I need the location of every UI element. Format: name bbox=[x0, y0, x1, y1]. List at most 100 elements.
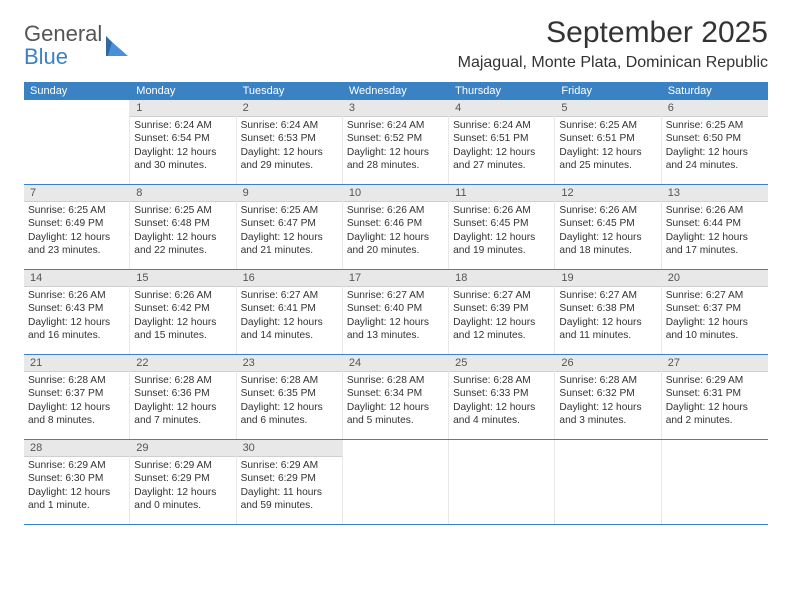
day-line: Sunset: 6:33 PM bbox=[453, 387, 550, 400]
day-line: Sunset: 6:32 PM bbox=[559, 387, 656, 400]
day-line: Sunset: 6:38 PM bbox=[559, 302, 656, 315]
day-number: 20 bbox=[662, 270, 768, 287]
day-content: Sunrise: 6:26 AMSunset: 6:42 PMDaylight:… bbox=[130, 287, 235, 344]
day-line: Sunrise: 6:24 AM bbox=[134, 119, 231, 132]
weekday-header: Thursday bbox=[449, 82, 555, 100]
day-line: and 0 minutes. bbox=[134, 499, 231, 512]
day-content: Sunrise: 6:29 AMSunset: 6:30 PMDaylight:… bbox=[24, 457, 129, 514]
day-line: and 12 minutes. bbox=[453, 329, 550, 342]
weekday-header: Wednesday bbox=[343, 82, 449, 100]
day-number: 9 bbox=[237, 185, 342, 202]
day-line: Sunset: 6:42 PM bbox=[134, 302, 231, 315]
day-line: Sunset: 6:47 PM bbox=[241, 217, 338, 230]
day-number: 22 bbox=[130, 355, 235, 372]
day-line: Sunrise: 6:27 AM bbox=[241, 289, 338, 302]
day-cell bbox=[662, 440, 768, 524]
day-number: 25 bbox=[449, 355, 554, 372]
day-content: Sunrise: 6:27 AMSunset: 6:41 PMDaylight:… bbox=[237, 287, 342, 344]
location-text: Majagual, Monte Plata, Dominican Republi… bbox=[458, 54, 768, 72]
day-cell bbox=[449, 440, 555, 524]
day-cell: 19Sunrise: 6:27 AMSunset: 6:38 PMDayligh… bbox=[555, 270, 661, 354]
day-line: Sunset: 6:29 PM bbox=[134, 472, 231, 485]
day-cell: 5Sunrise: 6:25 AMSunset: 6:51 PMDaylight… bbox=[555, 100, 661, 184]
day-cell: 27 Sunrise: 6:29 AMSunset: 6:31 PMDayligh… bbox=[662, 355, 768, 439]
day-number: 11 bbox=[449, 185, 554, 202]
page-header: General Blue September 2025 Majagual, Mo… bbox=[24, 16, 768, 72]
day-line: Sunset: 6:48 PM bbox=[134, 217, 231, 230]
day-line: Sunset: 6:30 PM bbox=[28, 472, 125, 485]
day-line: Sunrise: 6:25 AM bbox=[241, 204, 338, 217]
day-line: Daylight: 12 hours bbox=[134, 146, 231, 159]
day-line: and 23 minutes. bbox=[28, 244, 125, 257]
week-row: 28Sunrise: 6:29 AMSunset: 6:30 PMDayligh… bbox=[24, 440, 768, 525]
day-number: 18 bbox=[449, 270, 554, 287]
day-number: 26 bbox=[555, 355, 660, 372]
day-line: Sunset: 6:36 PM bbox=[134, 387, 231, 400]
day-cell: 2Sunrise: 6:24 AMSunset: 6:53 PMDaylight… bbox=[237, 100, 343, 184]
day-number: 1 bbox=[130, 100, 235, 117]
day-line: Daylight: 12 hours bbox=[453, 146, 550, 159]
day-cell: 16Sunrise: 6:27 AMSunset: 6:41 PMDayligh… bbox=[237, 270, 343, 354]
day-cell: 18Sunrise: 6:27 AMSunset: 6:39 PMDayligh… bbox=[449, 270, 555, 354]
day-content: Sunrise: 6:26 AMSunset: 6:45 PMDaylight:… bbox=[555, 202, 660, 259]
day-line: Sunrise: 6:25 AM bbox=[666, 119, 764, 132]
day-line: and 19 minutes. bbox=[453, 244, 550, 257]
day-line: Sunrise: 6:29 AM bbox=[241, 459, 338, 472]
day-content: Sunrise: 6:28 AMSunset: 6:34 PMDaylight:… bbox=[343, 372, 448, 429]
week-row: 7Sunrise: 6:25 AMSunset: 6:49 PMDaylight… bbox=[24, 185, 768, 270]
day-cell: 20Sunrise: 6:27 AMSunset: 6:37 PMDayligh… bbox=[662, 270, 768, 354]
day-cell: 17Sunrise: 6:27 AMSunset: 6:40 PMDayligh… bbox=[343, 270, 449, 354]
day-content: Sunrise: 6:27 AMSunset: 6:39 PMDaylight:… bbox=[449, 287, 554, 344]
day-line: Daylight: 12 hours bbox=[666, 146, 764, 159]
brand-text: General Blue bbox=[24, 22, 102, 68]
day-content: Sunrise: 6:25 AMSunset: 6:51 PMDaylight:… bbox=[555, 117, 660, 174]
day-line: Sunrise: 6:24 AM bbox=[241, 119, 338, 132]
day-line: Sunset: 6:51 PM bbox=[453, 132, 550, 145]
day-cell: 7Sunrise: 6:25 AMSunset: 6:49 PMDaylight… bbox=[24, 185, 130, 269]
day-line: Daylight: 12 hours bbox=[28, 401, 125, 414]
day-line: Sunset: 6:51 PM bbox=[559, 132, 656, 145]
day-line: Sunrise: 6:27 AM bbox=[559, 289, 656, 302]
day-line: Sunrise: 6:24 AM bbox=[453, 119, 550, 132]
day-line: and 21 minutes. bbox=[241, 244, 338, 257]
weekday-header-row: Sunday Monday Tuesday Wednesday Thursday… bbox=[24, 82, 768, 100]
day-content: Sunrise: 6:29 AMSunset: 6:29 PMDaylight:… bbox=[237, 457, 342, 514]
day-line: Daylight: 12 hours bbox=[241, 231, 338, 244]
day-content: Sunrise: 6:28 AMSunset: 6:36 PMDaylight:… bbox=[130, 372, 235, 429]
day-line: Sunset: 6:52 PM bbox=[347, 132, 444, 145]
day-line: and 10 minutes. bbox=[666, 329, 764, 342]
day-line: Sunset: 6:37 PM bbox=[28, 387, 125, 400]
day-cell: 28Sunrise: 6:29 AMSunset: 6:30 PMDayligh… bbox=[24, 440, 130, 524]
day-cell: 13Sunrise: 6:26 AMSunset: 6:44 PMDayligh… bbox=[662, 185, 768, 269]
day-content: Sunrise: 6:24 AMSunset: 6:51 PMDaylight:… bbox=[449, 117, 554, 174]
day-line: Daylight: 12 hours bbox=[241, 146, 338, 159]
day-number: 8 bbox=[130, 185, 235, 202]
day-number: 14 bbox=[24, 270, 129, 287]
day-line: Sunrise: 6:28 AM bbox=[347, 374, 444, 387]
day-number: 27 bbox=[662, 355, 768, 372]
day-line: Sunrise: 6:28 AM bbox=[559, 374, 656, 387]
day-line: Sunrise: 6:29 AM bbox=[666, 374, 764, 387]
day-number: 13 bbox=[662, 185, 768, 202]
day-line: and 27 minutes. bbox=[453, 159, 550, 172]
day-line: Sunset: 6:53 PM bbox=[241, 132, 338, 145]
day-number: 28 bbox=[24, 440, 129, 457]
day-line: Sunrise: 6:26 AM bbox=[559, 204, 656, 217]
day-line: Sunset: 6:45 PM bbox=[453, 217, 550, 230]
day-cell: 12Sunrise: 6:26 AMSunset: 6:45 PMDayligh… bbox=[555, 185, 661, 269]
day-number: 10 bbox=[343, 185, 448, 202]
day-line: and 5 minutes. bbox=[347, 414, 444, 427]
day-line: Sunset: 6:31 PM bbox=[666, 387, 764, 400]
day-line: Sunrise: 6:26 AM bbox=[347, 204, 444, 217]
day-line: Sunrise: 6:29 AM bbox=[134, 459, 231, 472]
day-cell: 30Sunrise: 6:29 AMSunset: 6:29 PMDayligh… bbox=[237, 440, 343, 524]
day-content: Sunrise: 6:29 AMSunset: 6:29 PMDaylight:… bbox=[130, 457, 235, 514]
day-cell bbox=[24, 100, 130, 184]
day-line: and 8 minutes. bbox=[28, 414, 125, 427]
day-line: Daylight: 12 hours bbox=[666, 401, 764, 414]
day-line: and 7 minutes. bbox=[134, 414, 231, 427]
day-cell: 15Sunrise: 6:26 AMSunset: 6:42 PMDayligh… bbox=[130, 270, 236, 354]
day-line: and 28 minutes. bbox=[347, 159, 444, 172]
day-number: 12 bbox=[555, 185, 660, 202]
sail-icon bbox=[106, 34, 128, 58]
